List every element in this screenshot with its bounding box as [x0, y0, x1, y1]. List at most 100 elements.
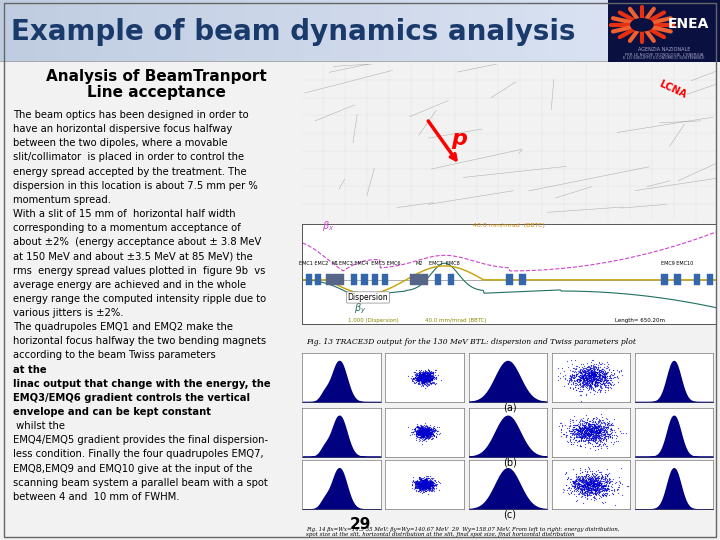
Point	[593, 480, 605, 488]
Point	[428, 481, 440, 489]
Point	[420, 373, 431, 381]
Point	[576, 366, 588, 375]
Point	[422, 428, 433, 436]
Point	[576, 373, 588, 382]
Point	[418, 430, 430, 439]
Point	[607, 373, 618, 382]
Bar	[675, 274, 681, 286]
Point	[574, 376, 585, 384]
Point	[582, 428, 594, 437]
Point	[569, 483, 580, 492]
Point	[584, 484, 595, 492]
Point	[569, 379, 580, 387]
Point	[575, 476, 587, 484]
Point	[424, 373, 436, 382]
Point	[417, 375, 428, 384]
Point	[423, 483, 435, 491]
Point	[576, 488, 588, 496]
Point	[585, 369, 596, 377]
Point	[414, 475, 426, 483]
Bar	[266, 0, 274, 62]
Point	[593, 494, 605, 502]
Bar	[288, 0, 295, 62]
Point	[587, 382, 598, 391]
Point	[416, 374, 428, 382]
Point	[419, 372, 431, 381]
Point	[420, 477, 432, 486]
Point	[422, 375, 433, 383]
Point	[590, 377, 601, 386]
Point	[587, 423, 598, 431]
Point	[602, 432, 613, 441]
Point	[580, 374, 592, 383]
Point	[596, 477, 608, 485]
Point	[425, 369, 436, 377]
Point	[590, 378, 601, 387]
Point	[598, 370, 609, 379]
Point	[582, 480, 594, 488]
Point	[593, 440, 604, 448]
Point	[583, 480, 595, 489]
Point	[583, 485, 595, 494]
Point	[423, 372, 434, 381]
Point	[578, 431, 590, 440]
Point	[593, 428, 604, 436]
Point	[581, 432, 593, 441]
Point	[576, 375, 588, 384]
Point	[424, 472, 436, 481]
Point	[599, 430, 611, 438]
Point	[592, 422, 603, 431]
Point	[589, 482, 600, 490]
Point	[575, 423, 586, 432]
Point	[585, 484, 597, 492]
Point	[415, 481, 426, 490]
Point	[591, 478, 603, 487]
Point	[420, 479, 432, 488]
Point	[426, 372, 438, 380]
Text: whilst the: whilst the	[13, 421, 66, 431]
Point	[581, 379, 593, 387]
Point	[413, 478, 424, 487]
Point	[427, 430, 438, 438]
Point	[418, 477, 429, 486]
Point	[592, 370, 603, 379]
Point	[420, 478, 431, 487]
Point	[588, 480, 600, 489]
Point	[420, 433, 432, 442]
Point	[589, 368, 600, 376]
Point	[590, 364, 601, 373]
Point	[583, 489, 595, 498]
Point	[582, 479, 594, 488]
Point	[566, 426, 577, 435]
Point	[592, 474, 603, 483]
Point	[596, 368, 608, 377]
Point	[561, 436, 572, 445]
Point	[578, 376, 590, 384]
Point	[408, 484, 420, 493]
Text: Analysis of BeamTranport: Analysis of BeamTranport	[46, 69, 267, 84]
Point	[570, 481, 581, 489]
Point	[600, 368, 611, 376]
Point	[569, 421, 580, 429]
Bar	[497, 0, 504, 62]
Point	[591, 375, 603, 383]
Point	[577, 417, 588, 426]
Point	[582, 488, 593, 496]
Point	[423, 367, 435, 376]
Point	[580, 480, 591, 488]
Point	[417, 435, 428, 444]
Point	[413, 486, 425, 495]
Point	[590, 434, 602, 442]
Point	[580, 477, 591, 485]
Point	[575, 428, 586, 436]
Point	[584, 486, 595, 495]
Point	[600, 478, 611, 487]
Point	[415, 479, 426, 488]
Point	[421, 480, 433, 489]
Point	[600, 423, 612, 432]
Point	[424, 483, 436, 492]
Point	[423, 370, 434, 379]
Point	[594, 481, 606, 490]
Point	[420, 480, 431, 489]
Bar	[425, 0, 432, 62]
